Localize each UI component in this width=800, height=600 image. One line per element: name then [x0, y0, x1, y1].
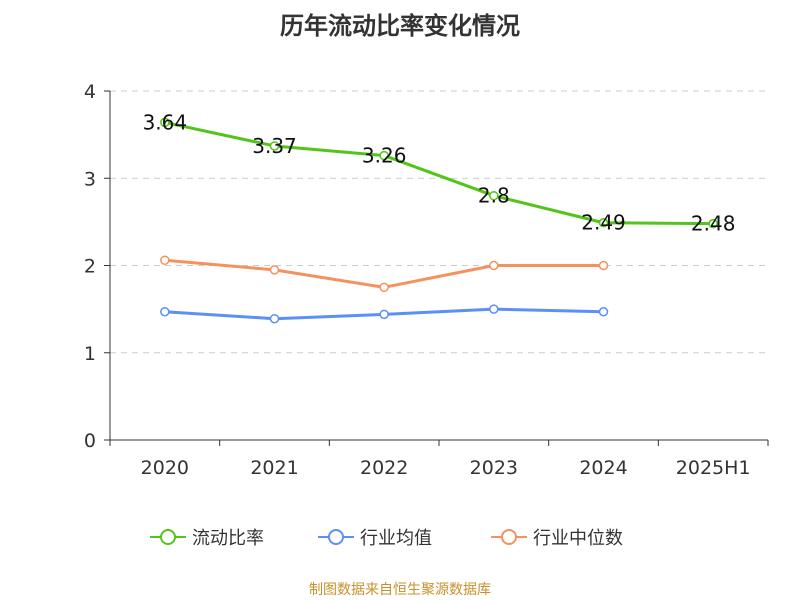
legend-marker-industry-mean	[318, 529, 354, 545]
chart-title: 历年流动比率变化情况	[280, 12, 520, 40]
data-label: 3.37	[252, 134, 297, 158]
legend-label: 行业均值	[360, 528, 432, 549]
data-point	[598, 217, 609, 228]
legend-label: 行业中位数	[533, 528, 623, 549]
legend-item-current-ratio[interactable]: 流动比率	[150, 522, 264, 552]
data-labels: 3.64 3.37 3.26 2.8 2.49 2.48	[143, 110, 736, 235]
data-point	[708, 218, 718, 229]
data-point	[160, 255, 170, 266]
series-line	[164, 120, 714, 226]
legend-marker-current-ratio	[150, 529, 186, 545]
y-tick-label: 0	[84, 430, 96, 452]
x-tick-label: 2020	[141, 457, 189, 479]
series-layer	[160, 117, 718, 324]
data-point	[269, 265, 280, 275]
data-point	[379, 282, 389, 293]
data-label: 3.26	[362, 144, 407, 168]
data-label: 3.64	[143, 110, 188, 134]
legend-item-industry-mean[interactable]: 行业均值	[318, 522, 432, 552]
data-point	[598, 306, 609, 317]
data-label: 2.8	[478, 184, 510, 208]
data-point	[160, 306, 170, 317]
y-tick-label: 4	[84, 81, 96, 103]
data-point	[489, 190, 499, 201]
data-point	[489, 304, 499, 314]
legend-item-industry-median[interactable]: 行业中位数	[491, 522, 623, 552]
y-tick-label: 1	[84, 343, 96, 365]
data-point	[379, 309, 389, 320]
legend-marker-industry-median	[491, 529, 527, 545]
y-tick-label: 2	[84, 256, 96, 278]
x-tick-label: 2023	[470, 457, 518, 479]
legend-label: 流动比率	[192, 528, 264, 549]
data-point	[269, 141, 280, 151]
data-source-note: 制图数据来自恒生聚源数据库	[309, 582, 491, 598]
y-tick-label: 3	[84, 168, 96, 190]
data-label: 2.49	[581, 211, 626, 235]
data-point	[598, 260, 609, 271]
data-point	[160, 117, 170, 128]
x-tick-label: 2025H1	[676, 457, 751, 479]
data-label: 2.48	[691, 212, 736, 236]
data-point	[379, 150, 389, 161]
x-tick-label: 2021	[250, 457, 298, 479]
data-point	[489, 260, 499, 271]
x-tick-label: 2024	[579, 457, 627, 479]
axes: 0 1 2 3 4 2020 2021 2022 2023 2024 2025H1	[84, 81, 769, 479]
data-point	[269, 313, 280, 324]
x-tick-label: 2022	[360, 457, 408, 479]
